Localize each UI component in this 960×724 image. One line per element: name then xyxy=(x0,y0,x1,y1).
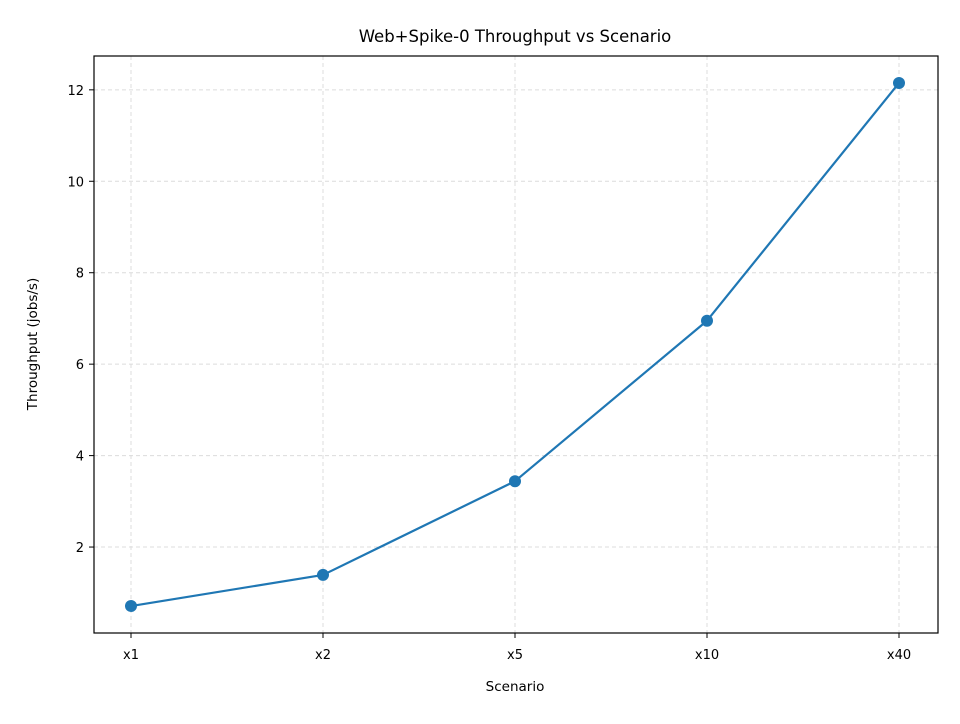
y-tick-label: 12 xyxy=(67,84,84,99)
chart-title: Web+Spike-0 Throughput vs Scenario xyxy=(359,27,672,46)
series-layer xyxy=(125,76,905,613)
grid-layer xyxy=(94,56,938,633)
data-point xyxy=(509,475,521,488)
x-tick-label: x2 xyxy=(315,648,331,663)
x-tick-label: x10 xyxy=(695,648,719,663)
x-tick-label: x40 xyxy=(887,648,911,663)
data-point xyxy=(125,600,137,613)
y-tick-label: 2 xyxy=(76,541,84,556)
y-tick-label: 4 xyxy=(76,450,84,465)
y-tick-label: 6 xyxy=(76,358,84,373)
x-axis-label: Scenario xyxy=(486,679,545,695)
x-tick-label: x1 xyxy=(123,648,139,663)
plot-frame xyxy=(93,55,939,634)
data-point xyxy=(893,76,905,89)
x-tick-label: x5 xyxy=(507,648,523,663)
data-point xyxy=(701,314,713,327)
data-point xyxy=(317,568,329,581)
y-tick-label: 8 xyxy=(76,267,84,282)
y-tick-label: 10 xyxy=(67,175,84,190)
y-axis-label: Throughput (jobs/s) xyxy=(25,278,41,411)
axes-layer: x1 x2 x5 x10 x40 2 4 6 8 10 12 xyxy=(67,55,939,663)
